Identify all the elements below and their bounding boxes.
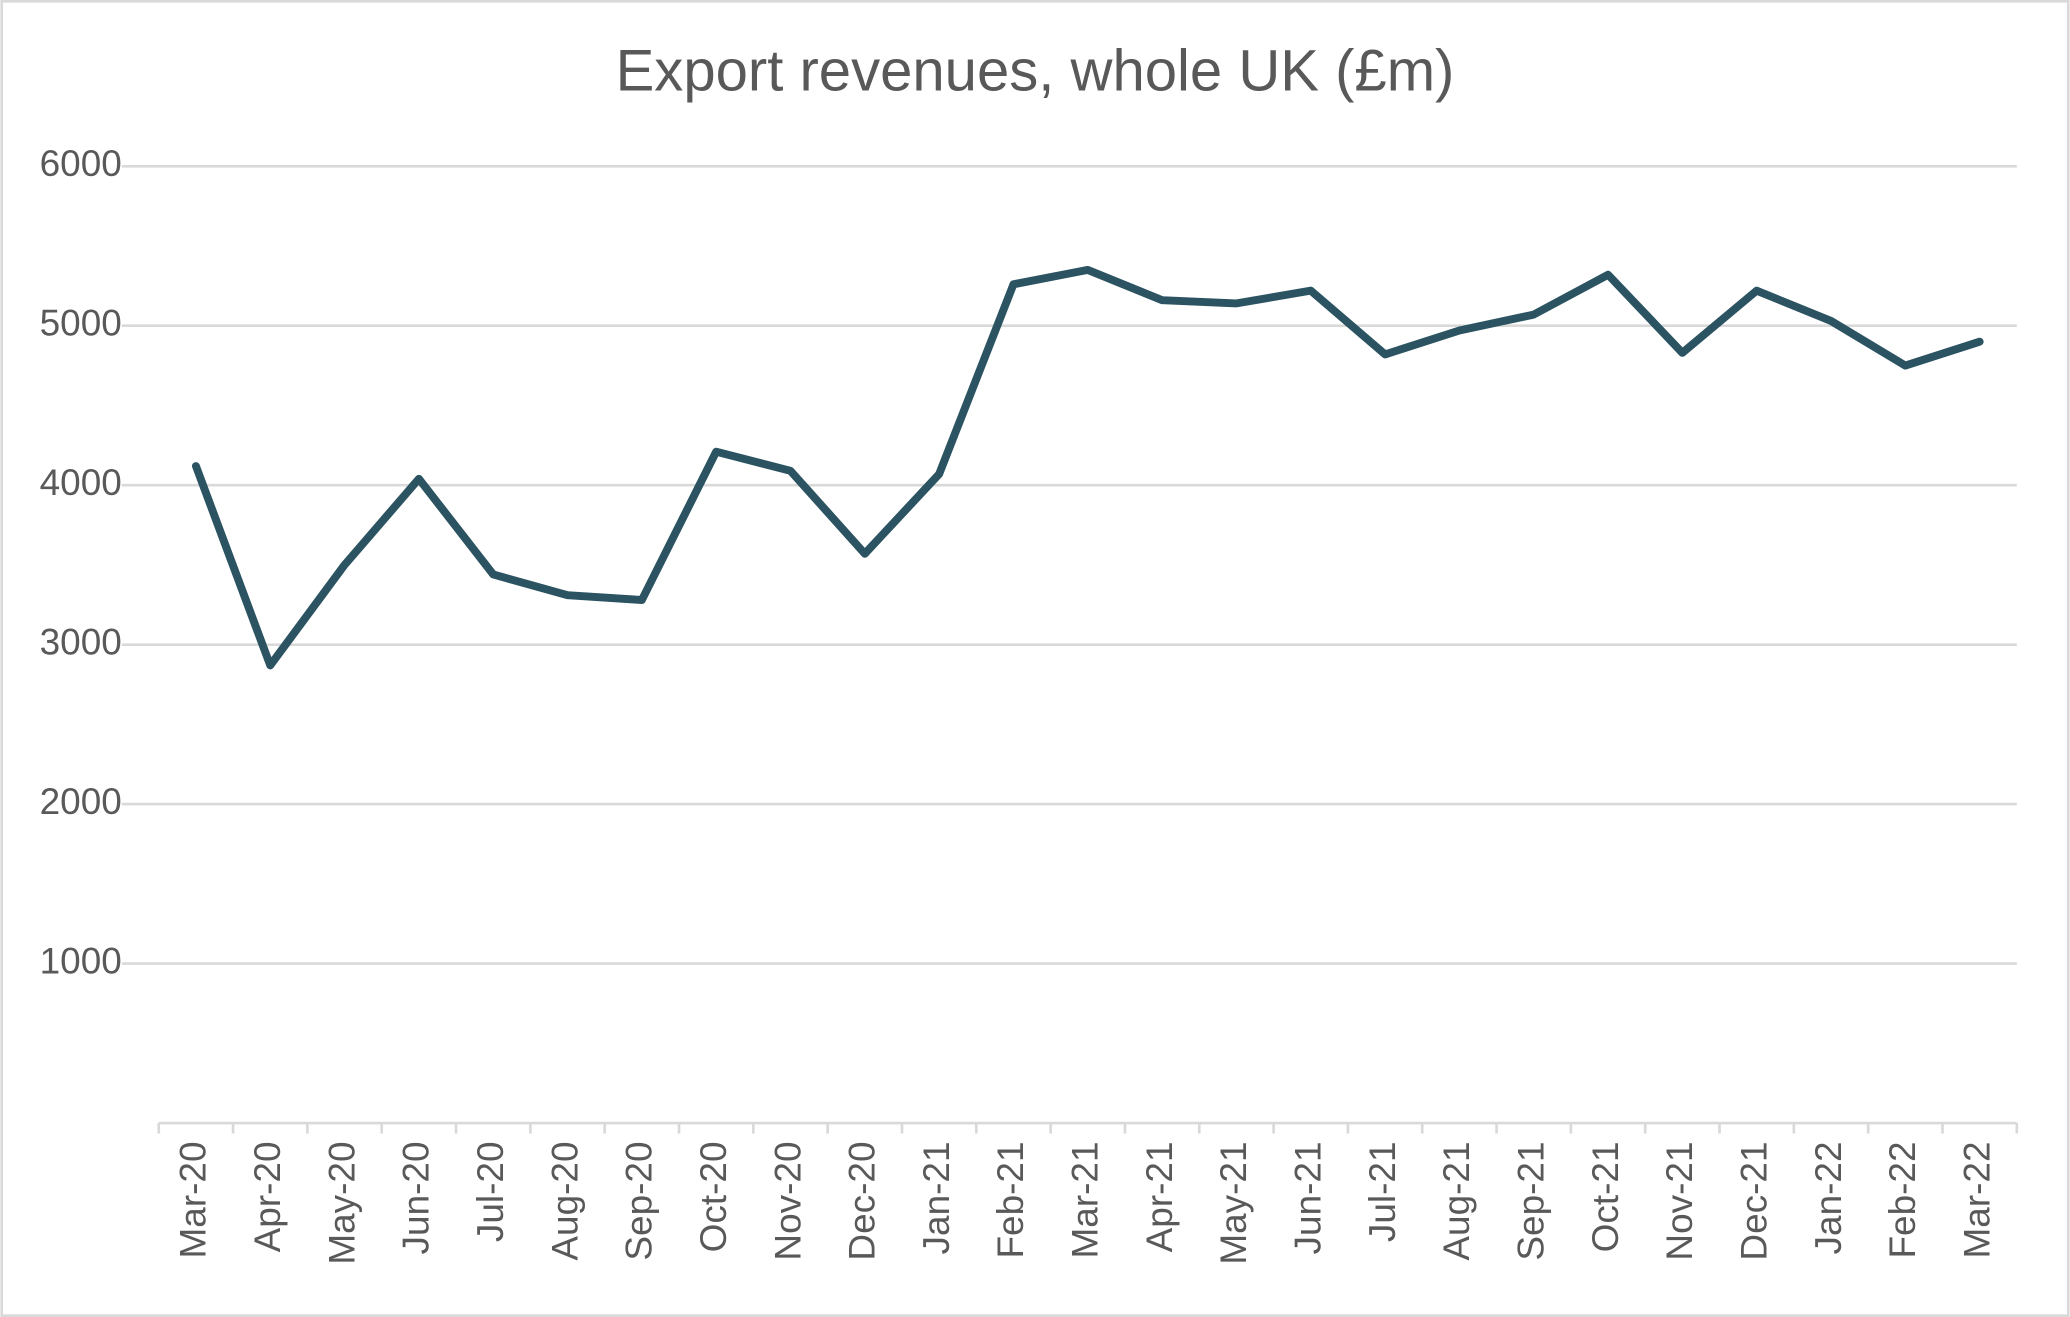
x-tick-label: Apr-21 bbox=[1139, 1141, 1180, 1252]
y-tick-label: 4000 bbox=[40, 462, 122, 503]
y-tick-label: 2000 bbox=[40, 781, 122, 822]
x-tick-label: Oct-20 bbox=[693, 1141, 734, 1252]
x-tick-label: Apr-20 bbox=[247, 1141, 288, 1252]
x-tick-label: Dec-21 bbox=[1733, 1141, 1774, 1260]
x-tick-label: Aug-21 bbox=[1436, 1141, 1477, 1260]
chart-title: Export revenues, whole UK (£m) bbox=[616, 39, 1455, 104]
x-tick-label: Aug-20 bbox=[544, 1141, 585, 1260]
x-tick-label: Jul-20 bbox=[470, 1141, 511, 1242]
x-tick-label: Mar-21 bbox=[1065, 1141, 1106, 1258]
x-tick-label: Jan-21 bbox=[916, 1141, 957, 1254]
x-tick-label: Mar-22 bbox=[1956, 1141, 1997, 1258]
x-tick-label: Oct-21 bbox=[1585, 1141, 1626, 1252]
x-tick-label: Sep-20 bbox=[619, 1141, 660, 1260]
x-tick-label: Jun-21 bbox=[1288, 1141, 1329, 1254]
x-tick-label: Mar-20 bbox=[173, 1141, 214, 1258]
data-line bbox=[191, 265, 1984, 670]
x-tick-label: Feb-21 bbox=[990, 1141, 1031, 1258]
x-tick-label: Feb-22 bbox=[1882, 1141, 1923, 1258]
x-tick-label: Jan-22 bbox=[1808, 1141, 1849, 1254]
y-tick-label: 6000 bbox=[40, 143, 122, 184]
x-tick-label: Nov-20 bbox=[767, 1141, 808, 1260]
y-tick-label: 5000 bbox=[40, 302, 122, 343]
x-tick-label: Dec-20 bbox=[842, 1141, 883, 1260]
x-tick-label: Nov-21 bbox=[1659, 1141, 1700, 1260]
x-tick-label: Jun-20 bbox=[396, 1141, 437, 1254]
y-tick-label: 1000 bbox=[40, 940, 122, 981]
x-tick-label: Sep-21 bbox=[1510, 1141, 1551, 1260]
x-tick-label: May-20 bbox=[321, 1141, 362, 1264]
x-tick-label: Jul-21 bbox=[1362, 1141, 1403, 1242]
y-tick-label: 3000 bbox=[40, 621, 122, 662]
x-tick-label: May-21 bbox=[1213, 1141, 1254, 1264]
